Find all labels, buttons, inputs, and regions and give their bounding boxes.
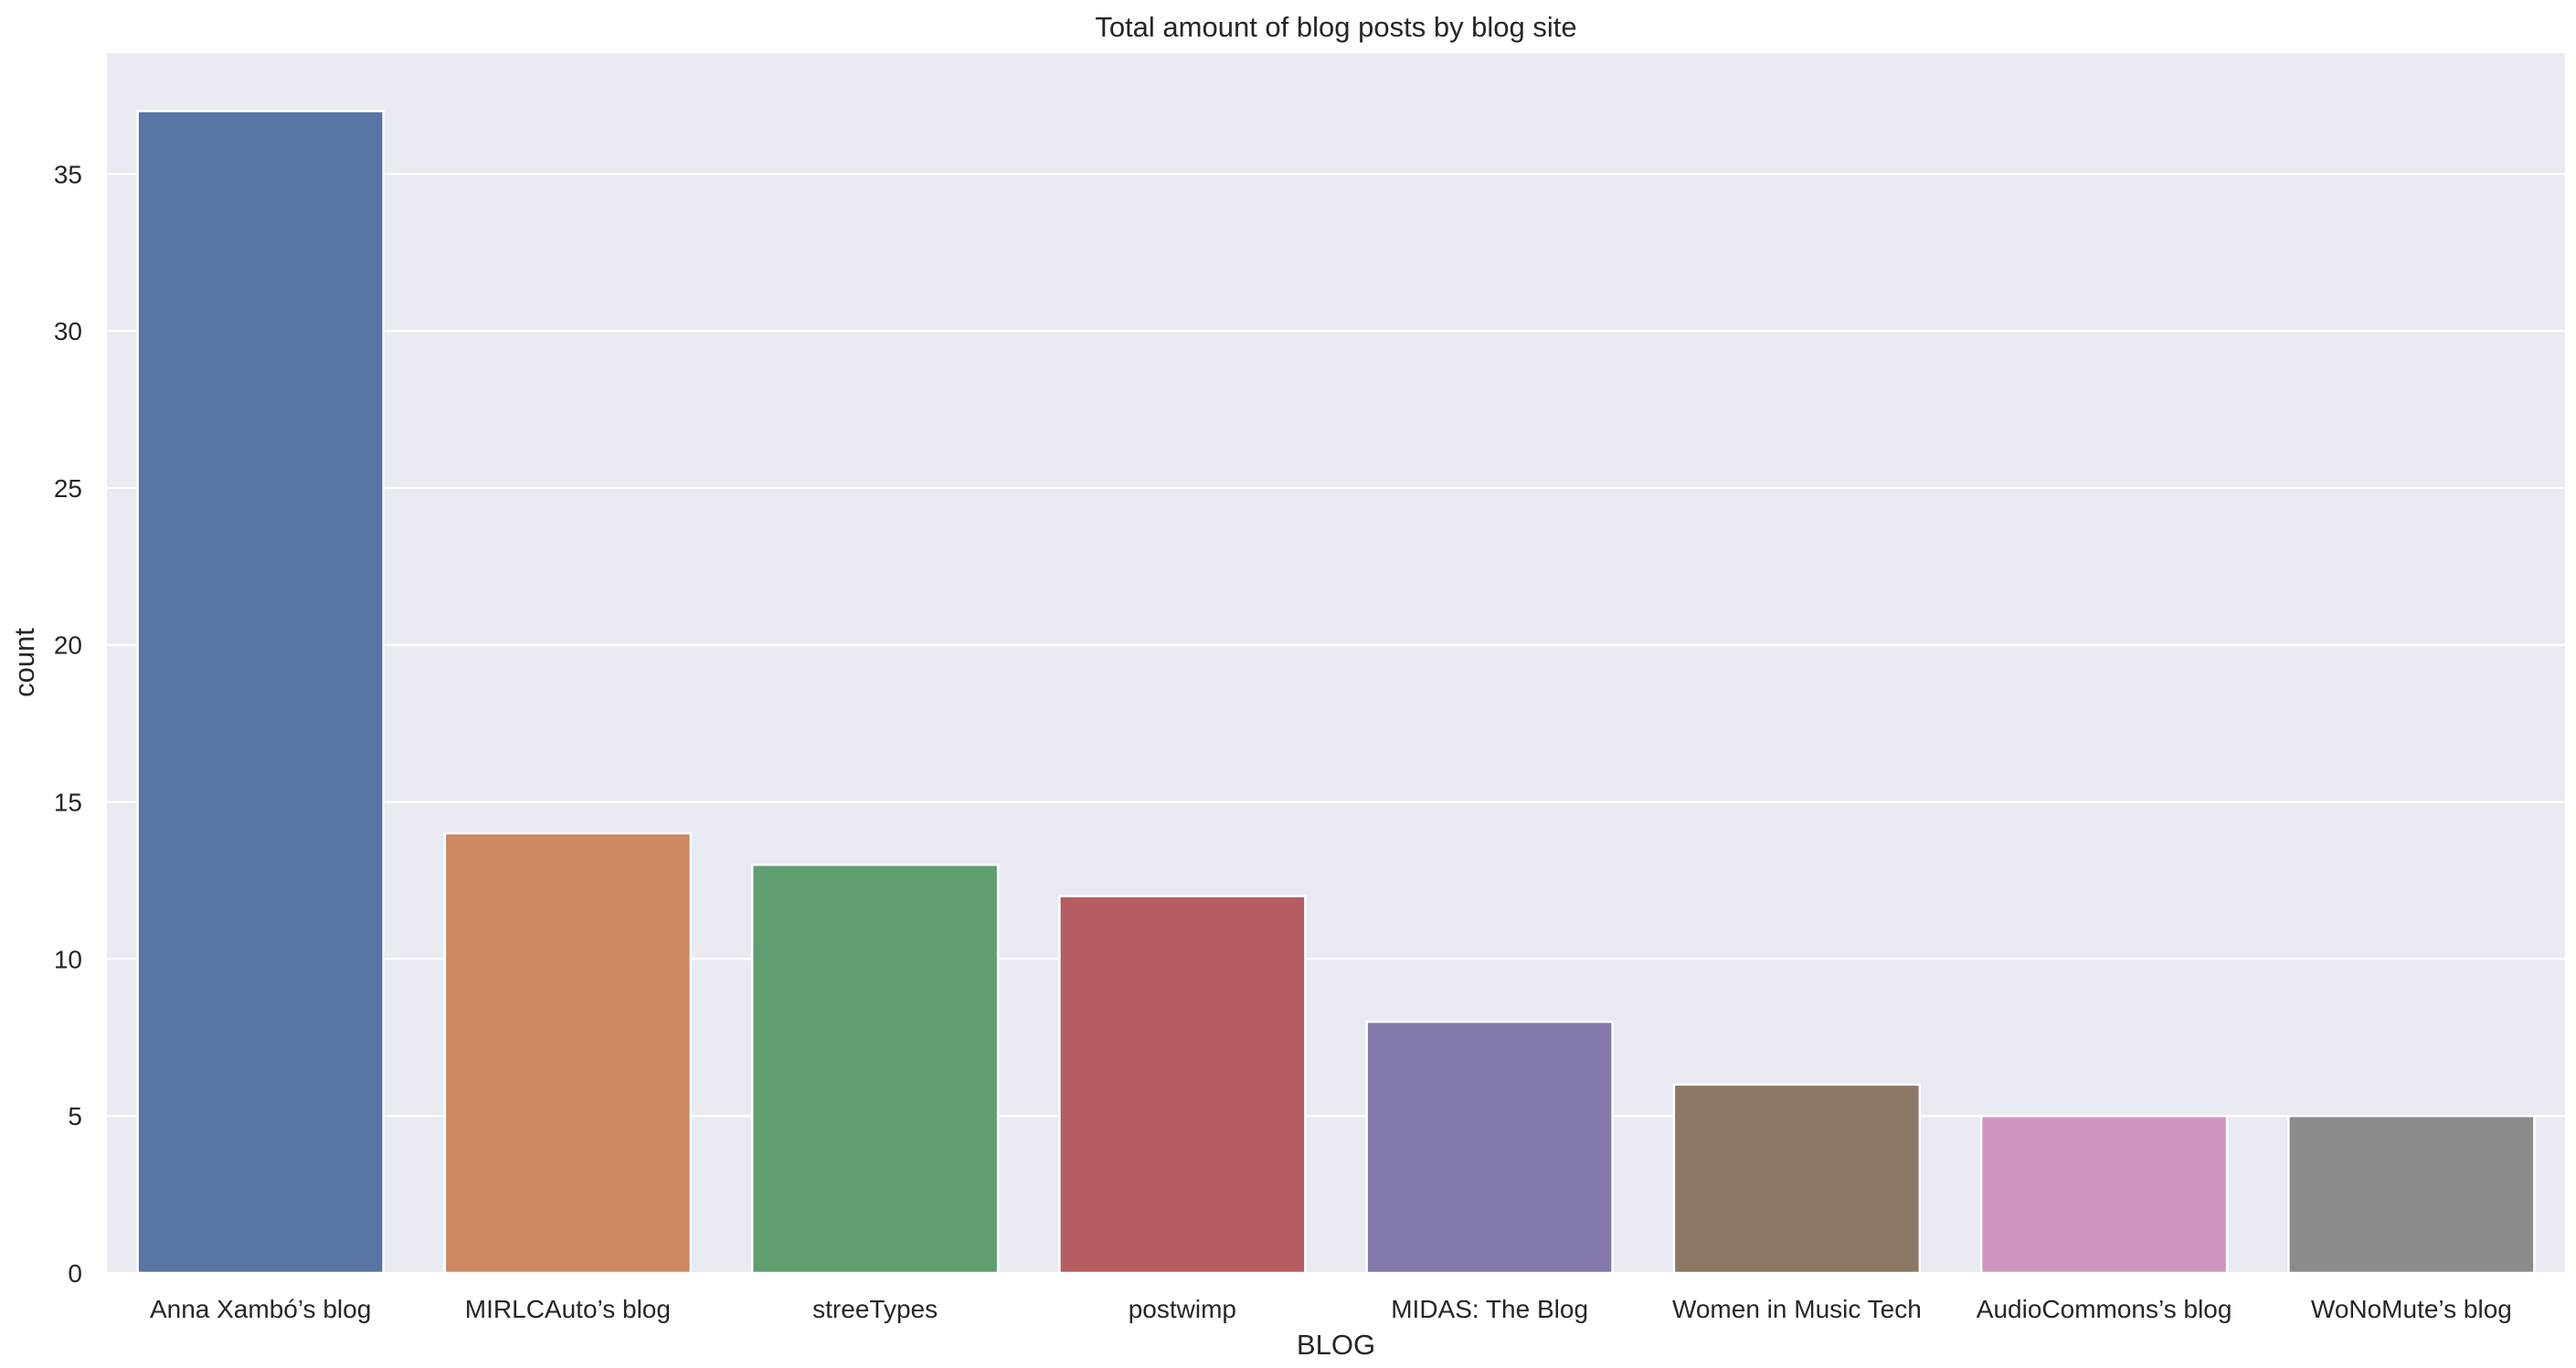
x-tick-label: Women in Music Tech xyxy=(1672,1295,1922,1323)
bar xyxy=(136,110,385,1275)
x-tick-label: Anna Xambó’s blog xyxy=(150,1295,371,1323)
bar xyxy=(443,832,693,1275)
x-tick-label: streeTypes xyxy=(812,1295,938,1323)
bar xyxy=(1672,1083,1922,1275)
x-tick-label: MIRLCAuto’s blog xyxy=(465,1295,671,1323)
bar xyxy=(1979,1114,2229,1275)
y-tick-label: 0 xyxy=(68,1259,82,1288)
y-tick-label: 30 xyxy=(54,317,82,345)
x-tick-label: WoNoMute’s blog xyxy=(2311,1295,2512,1323)
bar xyxy=(750,864,1000,1275)
y-axis-label: count xyxy=(8,628,40,697)
x-tick-label: MIDAS: The Blog xyxy=(1391,1295,1588,1323)
y-tick-label: 35 xyxy=(54,160,82,188)
y-tick-label: 15 xyxy=(54,789,82,817)
x-tick-label: AudioCommons’s blog xyxy=(1977,1295,2232,1323)
x-axis-label: BLOG xyxy=(1297,1329,1375,1361)
y-tick-label: 5 xyxy=(68,1102,82,1130)
bar xyxy=(2287,1114,2536,1275)
bars xyxy=(136,110,2536,1275)
bar xyxy=(1058,895,1307,1275)
bar xyxy=(1365,1020,1614,1275)
y-tick-labels: 0 5 10 15 20 25 30 35 xyxy=(54,160,82,1288)
x-tick-label: postwimp xyxy=(1129,1295,1236,1323)
y-tick-label: 25 xyxy=(54,474,82,503)
y-tick-label: 20 xyxy=(54,631,82,660)
x-tick-labels: Anna Xambó’s blog MIRLCAuto’s blog streeTy… xyxy=(150,1295,2512,1323)
chart-title: Total amount of blog posts by blog site xyxy=(1095,11,1576,43)
y-tick-label: 10 xyxy=(54,945,82,973)
